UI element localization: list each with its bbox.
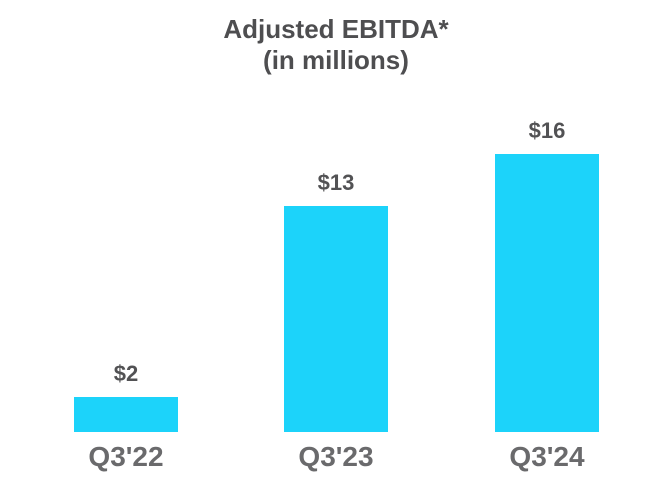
category-label: Q3'24 bbox=[509, 441, 585, 472]
chart-subtitle: (in millions) bbox=[263, 45, 409, 75]
category-label: Q3'22 bbox=[88, 441, 164, 472]
bar bbox=[495, 154, 599, 432]
bar-group-q3-22: $2 Q3'22 bbox=[74, 362, 178, 480]
bar-group-q3-23: $13 Q3'23 bbox=[284, 171, 388, 480]
category-label: Q3'23 bbox=[298, 441, 374, 472]
value-label: $13 bbox=[317, 170, 355, 195]
value-label: $16 bbox=[528, 118, 566, 143]
chart-header: Adjusted EBITDA* (in millions) bbox=[0, 14, 672, 76]
bar bbox=[284, 206, 388, 432]
value-label: $2 bbox=[113, 361, 139, 386]
bar bbox=[74, 397, 178, 432]
chart-title: Adjusted EBITDA* bbox=[223, 14, 449, 44]
bar-group-q3-24: $16 Q3'24 bbox=[495, 119, 599, 480]
